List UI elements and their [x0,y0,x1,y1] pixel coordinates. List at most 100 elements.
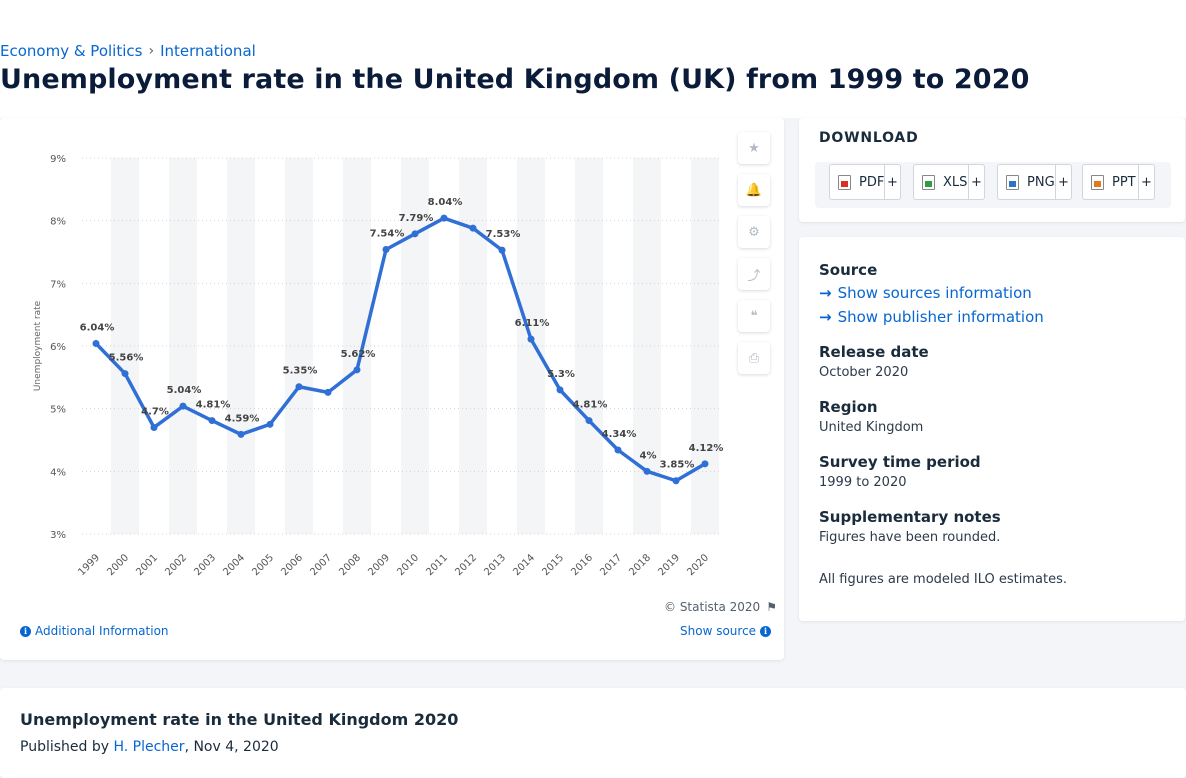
y-tick-label: 8% [50,217,66,228]
credit-text: © Statista 2020 [664,600,761,614]
x-tick-label: 1999 [76,552,102,578]
ppt-label: PPT [1112,174,1136,190]
author-link[interactable]: H. Plecher [113,739,185,755]
plus-icon[interactable]: + [1138,165,1154,199]
data-label: 5.62% [341,349,376,360]
ilo-estimates-note: All figures are modeled ILO estimates. [819,572,1067,587]
download-png-button[interactable]: PNG + [997,164,1072,200]
pdf-label: PDF [859,174,885,190]
statista-credit[interactable]: © Statista 2020 ⚑ [664,600,777,614]
data-point [556,386,564,394]
download-ppt-button[interactable]: PPT + [1082,164,1155,200]
plus-icon[interactable]: + [968,165,984,199]
data-point [643,467,651,475]
x-tick-label: 2004 [221,552,247,578]
y-tick-label: 4% [50,467,66,478]
x-tick-label: 2019 [656,552,682,578]
release-date-value: October 2020 [819,365,909,380]
data-point [614,446,622,454]
data-point [585,417,593,425]
x-tick-label: 2003 [192,552,218,578]
data-point [237,430,245,438]
data-label: 5.35% [283,366,318,377]
data-point [672,477,680,485]
show-sources-label: Show sources information [837,284,1032,302]
flag-icon: ⚑ [766,600,777,614]
data-label: 8.04% [428,197,463,208]
data-label: 5.56% [109,353,144,364]
published-prefix: Published by [20,739,110,755]
y-tick-label: 7% [50,279,66,290]
data-label: 7.79% [399,213,434,224]
star-icon[interactable]: ★ [738,132,770,164]
x-tick-label: 2015 [540,552,566,578]
breadcrumb-economy-politics[interactable]: Economy & Politics [0,42,143,60]
info-icon: i [760,625,772,637]
quote-icon[interactable]: ❝ [738,300,770,332]
show-publisher-link[interactable]: → Show publisher information [819,308,1044,326]
survey-period-value: 1999 to 2020 [819,475,907,490]
x-tick-label: 2016 [569,552,595,578]
png-label: PNG [1027,174,1055,190]
published-date: , Nov 4, 2020 [184,739,279,755]
data-label: 4.81% [573,400,608,411]
plus-icon[interactable]: + [1055,165,1071,199]
show-sources-link[interactable]: → Show sources information [819,284,1032,302]
data-point [295,383,303,391]
plus-icon[interactable]: + [884,165,900,199]
data-point [353,366,361,374]
x-tick-label: 2006 [279,552,305,578]
x-tick-label: 2013 [482,552,508,578]
y-tick-label: 9% [50,154,66,165]
x-tick-label: 2017 [598,552,624,578]
data-point [208,417,216,425]
data-label: 3.85% [660,460,695,471]
x-tick-label: 2020 [685,552,711,578]
data-point [498,246,506,254]
png-file-icon [1006,174,1019,190]
data-point [179,402,187,410]
data-point [92,339,100,347]
gear-icon[interactable]: ⚙ [738,216,770,248]
y-tick-label: 6% [50,342,66,353]
data-point [701,460,709,468]
download-card: DOWNLOAD PDF + XLS + PNG + PPT + [799,118,1185,222]
download-buttons: PDF + XLS + PNG + PPT + [815,162,1171,208]
x-tick-label: 2009 [366,552,392,578]
arrow-right-icon: → [819,284,832,302]
article-title: Unemployment rate in the United Kingdom … [20,710,459,729]
show-source-link[interactable]: Show source i [680,624,772,638]
statistic-details-card: Source → Show sources information → Show… [799,237,1185,621]
data-point [324,388,332,396]
download-pdf-button[interactable]: PDF + [829,164,901,200]
published-by: Published by H. Plecher, Nov 4, 2020 [20,739,279,755]
x-tick-label: 2014 [511,552,537,578]
share-icon[interactable]: ⤴ [738,258,770,290]
breadcrumb: Economy & Politics › International [0,42,256,60]
print-icon[interactable]: ⎙ [738,342,770,374]
data-label: 4.59% [225,413,260,424]
additional-information-link[interactable]: i Additional Information [20,624,169,638]
x-tick-label: 2000 [105,552,131,578]
xls-label: XLS [943,174,968,190]
breadcrumb-international[interactable]: International [160,42,256,60]
x-tick-label: 2002 [163,552,189,578]
xls-file-icon [922,174,935,190]
data-label: 7.54% [370,228,405,239]
breadcrumb-separator: › [148,43,155,59]
series-line [94,216,706,483]
data-label: 4% [640,450,657,461]
info-icon: i [20,625,31,637]
show-publisher-label: Show publisher information [837,308,1044,326]
pdf-file-icon [838,174,851,190]
region-label: Region [819,398,878,416]
data-label: 4.81% [196,400,231,411]
download-xls-button[interactable]: XLS + [913,164,985,200]
supplementary-notes-label: Supplementary notes [819,508,1001,526]
release-date-label: Release date [819,343,929,361]
data-label: 5.3% [547,369,575,380]
data-point [382,245,390,253]
x-tick-label: 2018 [627,552,653,578]
bell-icon[interactable]: 🔔 [738,174,770,206]
related-article-card: Unemployment rate in the United Kingdom … [0,688,1186,778]
